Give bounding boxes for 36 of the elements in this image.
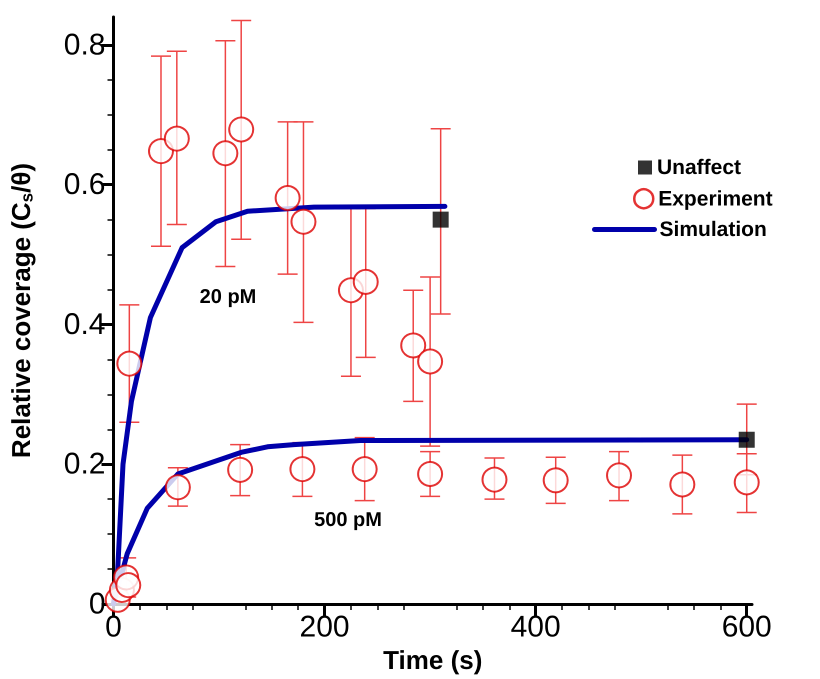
legend-label: Unaffect — [657, 156, 742, 179]
point — [352, 456, 378, 482]
x-tick-label: 400 — [510, 610, 561, 644]
legend-label: Simulation — [660, 218, 767, 241]
point — [212, 140, 238, 166]
y-tick-label: 0.2 — [64, 448, 106, 481]
point — [227, 456, 254, 483]
point — [482, 466, 508, 493]
point — [290, 208, 316, 235]
x-tick-label: 200 — [300, 610, 350, 644]
point — [738, 432, 755, 448]
point — [274, 184, 301, 211]
point — [289, 456, 316, 482]
point — [164, 126, 190, 152]
annotation: 20 pM — [200, 286, 256, 308]
point — [400, 332, 426, 358]
point — [669, 472, 696, 498]
point — [734, 469, 760, 496]
y-axis-title: Relative coverage (Cs/θ) — [6, 162, 36, 458]
point — [352, 268, 379, 295]
point — [606, 462, 632, 488]
point — [432, 212, 449, 228]
point — [115, 572, 142, 598]
y-tick-label: 0.4 — [64, 308, 106, 341]
point — [116, 350, 142, 377]
legend-label: Experiment — [658, 187, 773, 210]
point — [164, 474, 191, 500]
point — [228, 116, 254, 142]
point — [417, 461, 444, 488]
x-axis-title: Time (s) — [383, 644, 482, 675]
y-tick-label: 0.6 — [64, 168, 106, 202]
point — [542, 467, 569, 494]
x-tick-label: 600 — [722, 610, 772, 644]
y-tick-label: 0.8 — [64, 28, 106, 62]
point — [417, 348, 444, 375]
annotation: 500 pM — [314, 509, 382, 531]
